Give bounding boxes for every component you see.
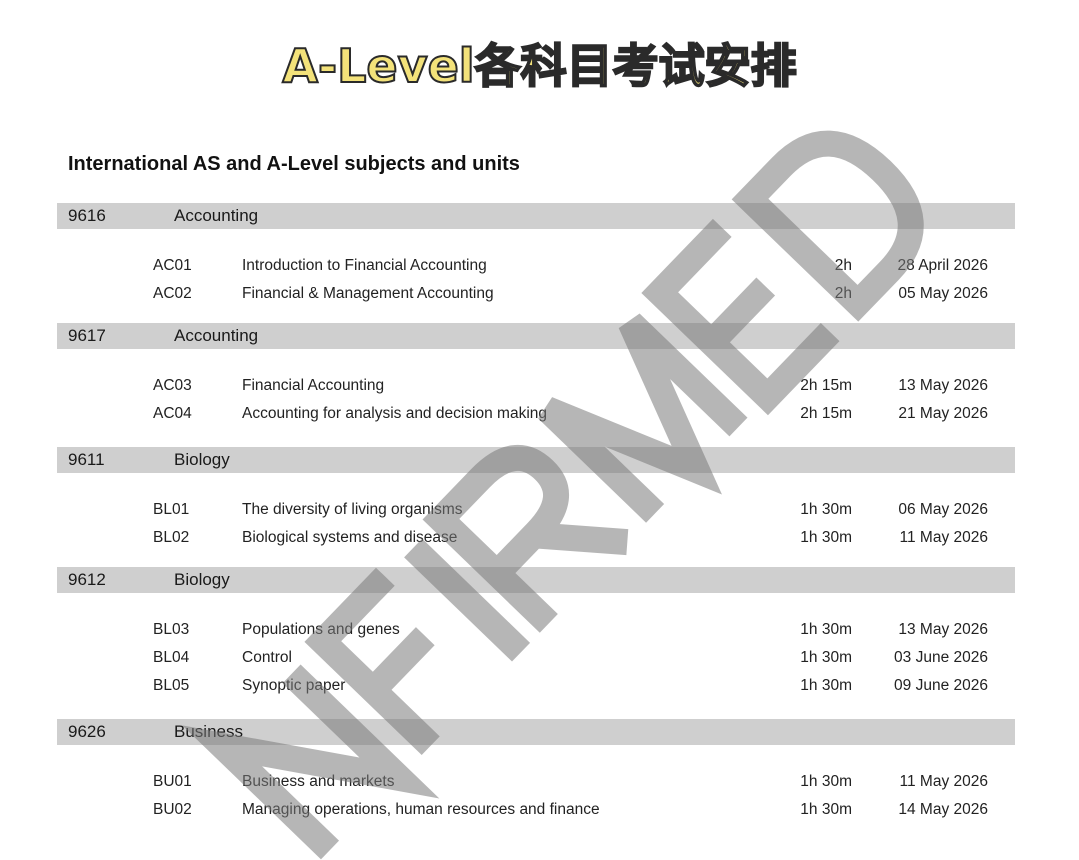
unit-code: BU01 (153, 773, 192, 790)
unit-duration: 2h (834, 257, 852, 274)
exam-date: 05 May 2026 (898, 285, 988, 302)
unit-title: Introduction to Financial Accounting (242, 257, 487, 274)
subject-code: 9617 (68, 326, 106, 345)
unit-row: AC01 Introduction to Financial Accounting… (0, 257, 1079, 281)
unit-code: BL03 (153, 621, 190, 638)
subject-name: Accounting (174, 206, 259, 225)
unit-row: AC03 Financial Accounting 2h 15m 13 May 202… (0, 377, 1079, 401)
unit-title: Accounting for analysis and decision mak… (242, 405, 548, 422)
unit-code: BL05 (153, 677, 190, 694)
unit-duration: 2h (834, 285, 852, 302)
unit-duration: 1h 30m (800, 801, 852, 818)
unit-row: BL01 The diversity of living organisms 1h … (0, 501, 1079, 525)
exam-date: 11 May 2026 (899, 529, 988, 546)
subject-header: 9617 Accounting (57, 323, 1015, 349)
unit-code: AC01 (153, 257, 192, 274)
exam-date: 11 May 2026 (899, 773, 988, 790)
exam-date: 21 May 2026 (898, 405, 988, 422)
unit-title: Financial & Management Accounting (242, 285, 494, 302)
unit-code: AC04 (153, 405, 192, 422)
subject-name: Accounting (174, 326, 259, 345)
exam-date: 06 May 2026 (898, 501, 988, 518)
unit-title: Business and markets (242, 773, 395, 790)
subject-name: Biology (174, 450, 230, 469)
subject-header: 9612 Biology (57, 567, 1015, 593)
unit-code: AC03 (153, 377, 192, 394)
subject-code: 9612 (68, 570, 106, 589)
exam-date: 13 May 2026 (898, 377, 988, 394)
unit-row: BU02 Managing operations, human resources… (0, 801, 1079, 825)
page-title: A-Level各科目考试安排 (281, 38, 797, 94)
subject-code: 9611 (68, 450, 105, 469)
subject-code: 9626 (68, 722, 106, 741)
exam-date: 14 May 2026 (898, 801, 988, 818)
unit-duration: 1h 30m (800, 621, 852, 638)
unit-title: Synoptic paper (242, 677, 346, 694)
watermark-letter-e (641, 218, 840, 416)
exam-date: 28 April 2026 (897, 257, 989, 274)
unit-duration: 1h 30m (800, 677, 852, 694)
unit-duration: 1h 30m (800, 649, 852, 666)
unit-row: BL03 Populations and genes 1h 30m 13 May 20… (0, 621, 1079, 645)
subject-name: Business (174, 722, 243, 741)
unit-code: BL04 (153, 649, 190, 666)
exam-date: 03 June 2026 (894, 649, 988, 666)
unit-code: AC02 (153, 285, 192, 302)
unit-row: BL04 Control 1h 30m 03 June 2026 (0, 649, 1079, 673)
subject-header: 9611 Biology (57, 447, 1015, 473)
unit-duration: 1h 30m (800, 501, 852, 518)
unit-title: Biological systems and disease (242, 529, 458, 546)
subject-name: Biology (174, 570, 230, 589)
unit-title: Managing operations, human resources and… (242, 801, 600, 818)
unit-title: Control (242, 649, 292, 666)
unit-row: AC02 Financial & Management Accounting 2h 0… (0, 285, 1079, 309)
subject-header: 9616 Accounting (57, 203, 1015, 229)
unit-row: BU01 Business and markets 1h 30m 11 May 202… (0, 773, 1079, 797)
unit-code: BL01 (153, 501, 190, 518)
exam-date: 13 May 2026 (898, 621, 988, 638)
unit-row: AC04 Accounting for analysis and decision… (0, 405, 1079, 429)
unit-title: Populations and genes (242, 621, 400, 638)
unit-duration: 2h 15m (800, 377, 852, 394)
unit-duration: 1h 30m (800, 529, 852, 546)
exam-date: 09 June 2026 (894, 677, 988, 694)
unit-row: BL02 Biological systems and disease 1h 30m… (0, 529, 1079, 553)
unit-code: BU02 (153, 801, 192, 818)
section-heading: International AS and A-Level subjects an… (68, 153, 520, 175)
unit-title: Financial Accounting (242, 377, 385, 394)
unit-code: BL02 (153, 529, 190, 546)
subject-header: 9626 Business (57, 719, 1015, 745)
unit-row: BL05 Synoptic paper 1h 30m 09 June 2026 (0, 677, 1079, 701)
unit-duration: 1h 30m (800, 773, 852, 790)
unit-title: The diversity of living organisms (242, 501, 463, 518)
subject-code: 9616 (68, 206, 106, 225)
unit-duration: 2h 15m (800, 405, 852, 422)
